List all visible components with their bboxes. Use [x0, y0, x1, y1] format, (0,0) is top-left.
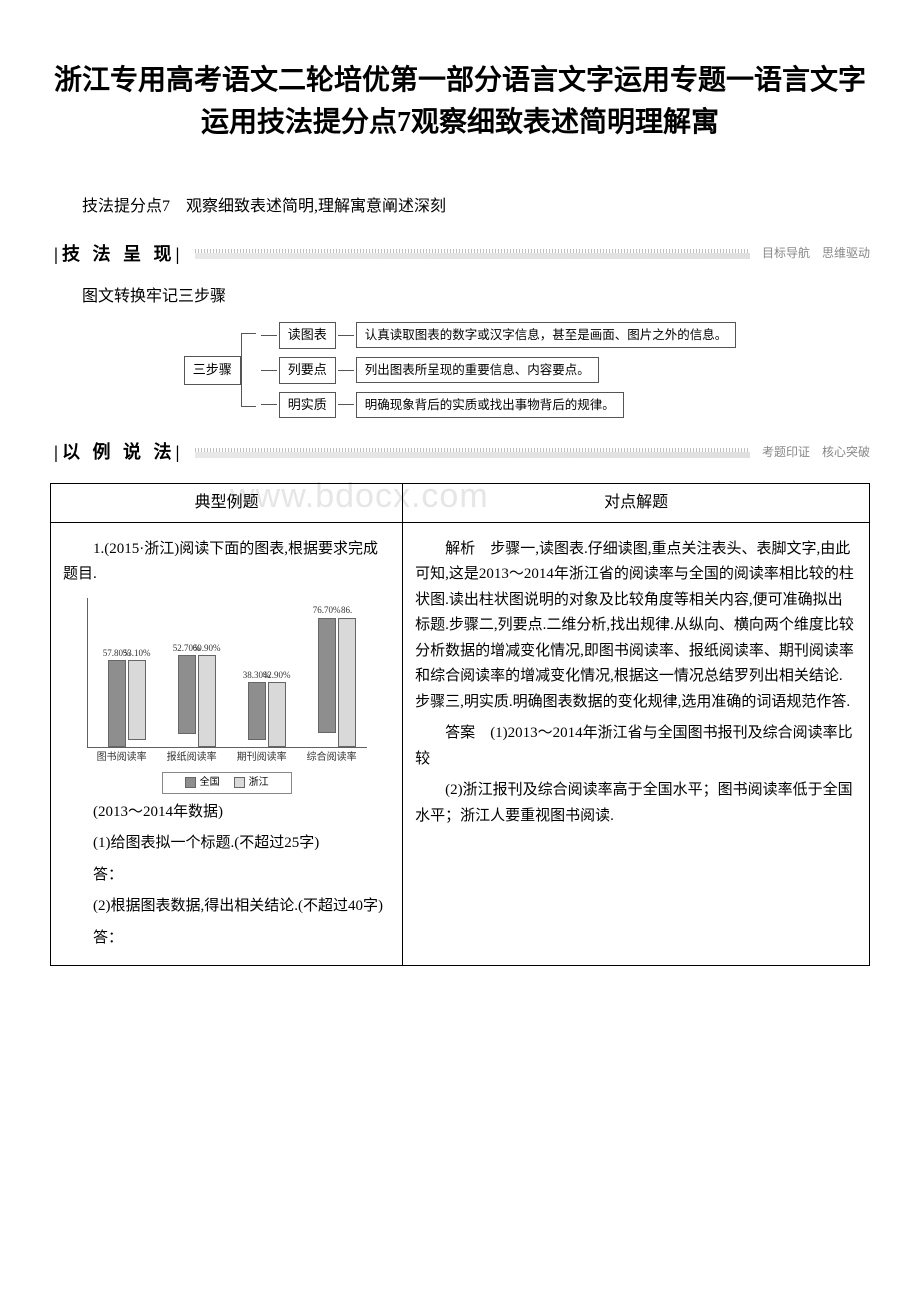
arrow-icon	[338, 404, 354, 405]
example-question-cell: 1.(2015·浙江)阅读下面的图表,根据要求完成题目. 57.80%53.10…	[51, 522, 403, 966]
answer-1: 答案 (1)2013～2014年浙江省与全国图书报刊及综合阅读率比较	[415, 721, 857, 772]
diagram-row: 读图表 认真读取图表的数字或汉字信息，甚至是画面、图片之外的信息。	[259, 322, 737, 349]
chart-legend: 全国 浙江	[162, 772, 292, 794]
step-box: 列要点	[279, 357, 336, 384]
diagram-bracket	[241, 325, 259, 415]
bar-chart: 57.80%53.10%52.70%60.90%38.30%42.90%76.7…	[63, 598, 390, 794]
arrow-icon	[338, 370, 354, 371]
subtitle: 技法提分点7 观察细致表述简明,理解寓意阐述深刻	[50, 194, 870, 220]
section-right-text: 考题印证 核心突破	[762, 443, 870, 462]
section-divider	[195, 249, 750, 259]
answer-label: 答案	[445, 725, 475, 741]
step-box: 读图表	[279, 322, 336, 349]
diagram-row: 列要点 列出图表所呈现的重要信息、内容要点。	[259, 357, 737, 384]
page-title: 浙江专用高考语文二轮培优第一部分语言文字运用专题一语言文字运用技法提分点7观察细…	[50, 60, 870, 144]
legend-swatch	[185, 777, 196, 788]
legend-label: 浙江	[249, 775, 269, 791]
step-box: 明实质	[279, 392, 336, 419]
diagram-rows: 读图表 认真读取图表的数字或汉字信息，甚至是画面、图片之外的信息。 列要点 列出…	[259, 322, 737, 418]
section-label: |技 法 呈 现|	[50, 240, 187, 269]
question-1: (1)给图表拟一个标题.(不超过25字)	[63, 831, 390, 857]
section-label: |以 例 说 法|	[50, 438, 187, 467]
legend-swatch	[234, 777, 245, 788]
section-divider	[195, 448, 750, 458]
arrow-icon	[338, 335, 354, 336]
question-intro: 1.(2015·浙江)阅读下面的图表,根据要求完成题目.	[63, 537, 390, 588]
analysis-text: 解析 步骤一,读图表.仔细读图,重点关注表头、表脚文字,由此可知,这是2013～…	[415, 537, 857, 716]
step-desc: 认真读取图表的数字或汉字信息，甚至是画面、图片之外的信息。	[356, 322, 737, 348]
method-heading: 图文转换牢记三步骤	[50, 284, 870, 310]
section-right-text: 目标导航 思维驱动	[762, 244, 870, 263]
section-example: |以 例 说 法| 考题印证 核心突破	[50, 438, 870, 467]
legend-item: 浙江	[234, 775, 269, 791]
diagram-row: 明实质 明确现象背后的实质或找出事物背后的规律。	[259, 392, 737, 419]
arrow-icon	[261, 370, 277, 371]
arrow-icon	[261, 404, 277, 405]
analysis-label: 解析	[445, 541, 475, 557]
step-desc: 明确现象背后的实质或找出事物背后的规律。	[356, 392, 624, 418]
legend-label: 全国	[200, 775, 220, 791]
step-desc: 列出图表所呈现的重要信息、内容要点。	[356, 357, 599, 383]
example-answer-cell: 解析 步骤一,读图表.仔细读图,重点关注表头、表脚文字,由此可知,这是2013～…	[403, 522, 870, 966]
section-presentation: |技 法 呈 现| 目标导航 思维驱动	[50, 240, 870, 269]
three-step-diagram: 三步骤 读图表 认真读取图表的数字或汉字信息，甚至是画面、图片之外的信息。 列要…	[50, 322, 870, 418]
answer-blank: 答：	[63, 863, 390, 889]
diagram-root: 三步骤	[184, 356, 241, 385]
answer-2: (2)浙江报刊及综合阅读率高于全国水平；图书阅读率低于全国水平；浙江人要重视图书…	[415, 778, 857, 829]
answer-blank: 答：	[63, 926, 390, 952]
example-table: 典型例题 对点解题 1.(2015·浙江)阅读下面的图表,根据要求完成题目. 5…	[50, 483, 870, 966]
arrow-icon	[261, 335, 277, 336]
year-note: (2013～2014年数据)	[63, 800, 390, 826]
legend-item: 全国	[185, 775, 220, 791]
table-header-right: 对点解题	[403, 484, 870, 523]
question-2: (2)根据图表数据,得出相关结论.(不超过40字)	[63, 894, 390, 920]
table-header-left: 典型例题	[51, 484, 403, 523]
